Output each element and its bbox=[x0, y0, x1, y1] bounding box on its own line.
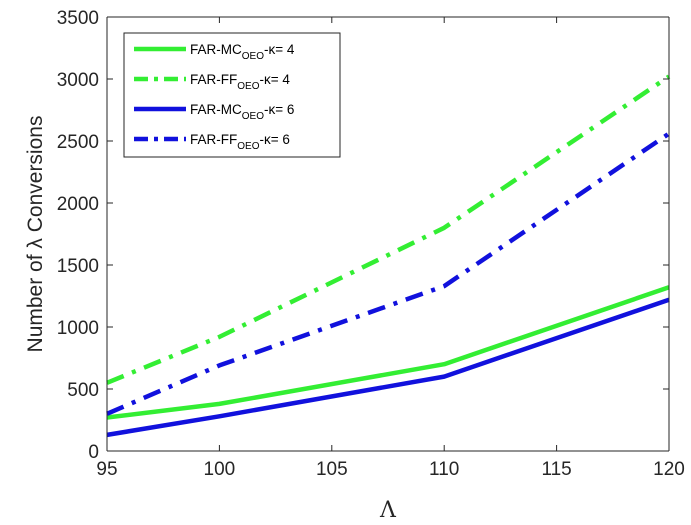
legend-label-subscript: OEO bbox=[237, 141, 259, 152]
y-axis-label: Number of λ Conversions bbox=[24, 116, 47, 353]
x-tick-label: 115 bbox=[541, 459, 571, 480]
legend-label-main: FAR-MC bbox=[190, 42, 242, 57]
y-tick-label: 3500 bbox=[57, 8, 99, 29]
legend-label-main: FAR-MC bbox=[190, 102, 242, 117]
legend-label-tail: -κ= 4 bbox=[264, 42, 295, 57]
legend-label-main: FAR-FF bbox=[190, 132, 237, 147]
legend-label-1: FAR-MCOEO-κ= 4 bbox=[190, 42, 295, 62]
y-tick-label: 1000 bbox=[57, 318, 99, 339]
series-line-4 bbox=[106, 131, 671, 416]
legend-label-subscript: OEO bbox=[237, 81, 259, 92]
y-tick-label: 500 bbox=[67, 380, 99, 401]
legend-label-main: FAR-FF bbox=[190, 72, 237, 87]
y-tick-label: 1500 bbox=[57, 256, 99, 277]
legend-label-tail: -κ= 4 bbox=[259, 72, 290, 87]
legend-label-tail: -κ= 6 bbox=[259, 132, 289, 147]
x-tick-label: 120 bbox=[653, 459, 685, 480]
x-tick-label: 100 bbox=[204, 459, 236, 480]
x-tick-label: 95 bbox=[96, 459, 117, 480]
series-line-2 bbox=[106, 74, 671, 385]
y-tick-label: 0 bbox=[88, 442, 99, 463]
legend-box bbox=[123, 32, 341, 158]
legend-label-2: FAR-FFOEO-κ= 4 bbox=[190, 72, 290, 92]
legend-label-4: FAR-FFOEO-κ= 6 bbox=[190, 132, 290, 152]
tick-labels: 95 100 105 110 115 120 0 500 1000 1500 2000 2500 300… bbox=[57, 8, 685, 480]
legend-label-tail: -κ= 6 bbox=[264, 102, 294, 117]
y-tick-label: 2500 bbox=[57, 132, 99, 153]
series-lines bbox=[106, 74, 671, 438]
x-axis-label: Λ bbox=[379, 498, 397, 523]
axes bbox=[106, 16, 670, 452]
y-tick-label: 3000 bbox=[57, 70, 99, 91]
y-tick-label: 2000 bbox=[57, 194, 99, 215]
series-line-1 bbox=[106, 285, 670, 420]
x-tick-label: 105 bbox=[316, 459, 348, 480]
legend-label-subscript: OEO bbox=[242, 111, 264, 122]
x-tick-label: 110 bbox=[429, 459, 459, 480]
series-line-3 bbox=[106, 297, 670, 438]
legend-label-subscript: OEO bbox=[242, 51, 264, 62]
legend-label-3: FAR-MCOEO-κ= 6 bbox=[190, 102, 294, 122]
